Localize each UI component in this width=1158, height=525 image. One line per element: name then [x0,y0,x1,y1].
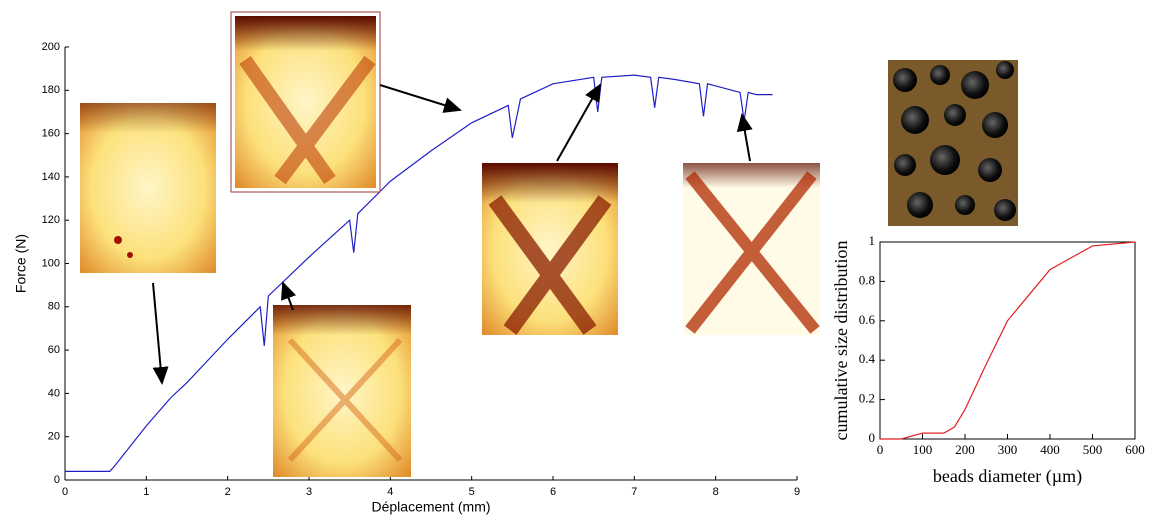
y-tick-label: 40 [48,387,60,399]
size-chart: 0 100 200 300 400 500 600 0 0.2 0.4 0.6 0.8 1 beads d… [831,233,1145,487]
x-tick-label: 1 [143,486,149,498]
x-tick-label: 9 [794,486,800,498]
y-tick-label: 60 [48,344,60,356]
x-tick-label: 0 [62,486,68,498]
x-tick-label: 3 [306,486,312,498]
y-tick-label: 1 [869,233,876,248]
y-tick-label: 100 [42,257,60,269]
x-tick-label: 200 [955,442,975,457]
arrows [152,83,753,385]
y-tick-label: 120 [42,214,60,226]
heatmap-2 [230,11,381,193]
x-tick-label: 400 [1040,442,1060,457]
y-axis-label: cumulative size distribution [831,241,851,441]
y-axis-label: Force (N) [13,234,29,293]
y-tick-label: 200 [42,41,60,53]
x-tick-label: 7 [631,486,637,498]
x-axis-label: Déplacement (mm) [371,499,490,515]
x-tick-label: 6 [550,486,556,498]
x-tick-label: 2 [225,486,231,498]
y-tick-label: 140 [42,171,60,183]
y-tick-label: 0.4 [859,351,876,366]
y-tick-label: 180 [42,84,60,96]
x-tick-label: 5 [469,486,475,498]
y-tick-label: 0.8 [859,272,875,287]
data-line [880,241,1136,440]
heatmap-1 [80,103,216,273]
x-tick-label: 8 [713,486,719,498]
x-tick-label: 100 [913,442,933,457]
x-axis-label: beads diameter (µm) [933,466,1082,487]
x-tick-label: 500 [1083,442,1103,457]
y-tick-label: 0 [869,430,876,445]
x-tick-label: 600 [1125,442,1145,457]
y-tick-label: 0.2 [859,391,875,406]
y-tick-label: 0 [54,474,60,486]
heatmap-3 [273,305,411,477]
y-tick-label: 80 [48,301,60,313]
x-tick-label: 0 [877,442,884,457]
insets [80,11,1018,477]
data-line [65,74,773,472]
y-tick-label: 20 [48,431,60,443]
beads-photo [888,60,1018,226]
plot-frame [879,241,1136,440]
y-tick-label: 160 [42,128,60,140]
x-tick-label: 300 [998,442,1018,457]
x-tick-label: 4 [387,486,393,498]
heatmap-4 [482,163,618,335]
heatmap-5 [683,163,820,335]
y-tick-label: 0.6 [859,312,876,327]
force-chart: 0 1 2 3 4 5 6 7 8 9 0 20 40 60 80 100 120 140 160 180 200 Dép… [13,41,800,515]
